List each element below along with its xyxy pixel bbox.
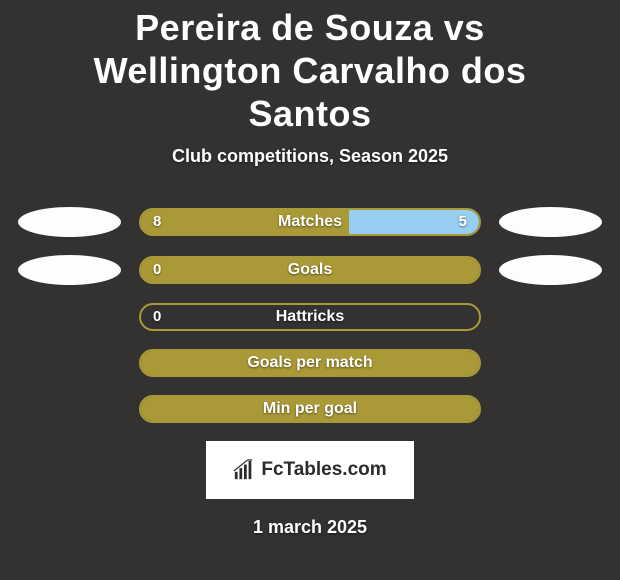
- stat-label: Goals per match: [141, 351, 479, 375]
- stat-label: Goals: [141, 258, 479, 282]
- stat-row: 85Matches: [10, 207, 610, 237]
- stat-row: Goals per match: [10, 349, 610, 377]
- player-left-oval: [18, 207, 121, 237]
- stat-bar: Goals per match: [139, 349, 481, 377]
- stat-row: 0Hattricks: [10, 303, 610, 331]
- stat-bar: 85Matches: [139, 208, 481, 236]
- logo-text: FcTables.com: [261, 459, 386, 481]
- stat-label: Min per goal: [141, 397, 479, 421]
- comparison-infographic: Pereira de Souza vs Wellington Carvalho …: [0, 0, 620, 538]
- stat-rows: 85Matches 0Goals 0Hattricks Goals per match…: [10, 207, 610, 423]
- subtitle: Club competitions, Season 2025: [10, 146, 610, 167]
- player-right-oval: [499, 255, 602, 285]
- bar-chart-icon: [233, 459, 255, 481]
- stat-bar: 0Hattricks: [139, 303, 481, 331]
- stat-row: 0Goals: [10, 255, 610, 285]
- stat-label: Matches: [141, 210, 479, 234]
- stat-label: Hattricks: [141, 305, 479, 329]
- player-right-oval: [499, 207, 602, 237]
- logo-box: FcTables.com: [206, 441, 414, 499]
- stat-bar: 0Goals: [139, 256, 481, 284]
- footer-date: 1 march 2025: [10, 517, 610, 538]
- stat-bar: Min per goal: [139, 395, 481, 423]
- stat-row: Min per goal: [10, 395, 610, 423]
- page-title: Pereira de Souza vs Wellington Carvalho …: [10, 0, 610, 146]
- player-left-oval: [18, 255, 121, 285]
